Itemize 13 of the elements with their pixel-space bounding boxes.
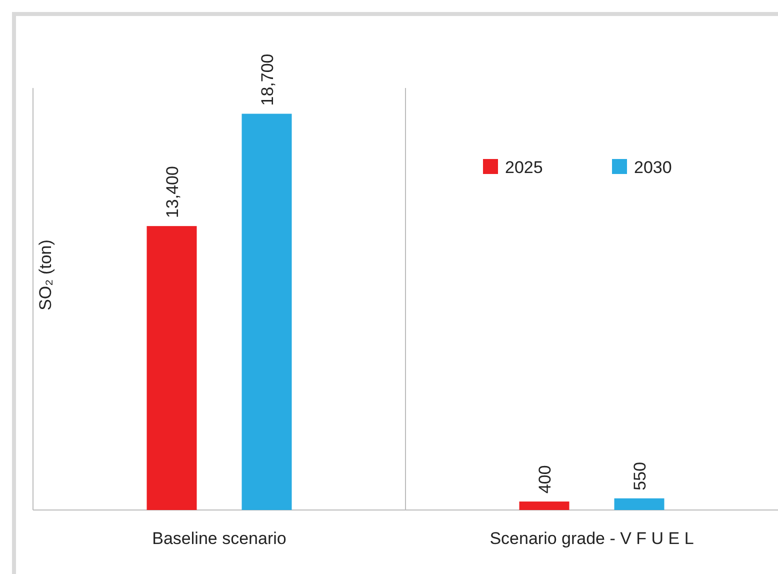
bar (146, 226, 197, 510)
y-axis-title: SO₂ (ton) (36, 240, 55, 310)
data-label: 13,400 (162, 166, 182, 218)
data-label: 400 (535, 465, 554, 494)
legend-label: 2025 (505, 158, 543, 177)
data-label: 18,700 (258, 54, 277, 106)
x-tick-label: Baseline scenario (152, 529, 286, 548)
legend-label: 2030 (634, 158, 672, 177)
data-label: 550 (630, 462, 650, 490)
bar (242, 114, 292, 510)
x-tick-label: Scenario grade - V F U E L (490, 529, 694, 548)
bar (519, 502, 570, 510)
bar (614, 498, 664, 510)
